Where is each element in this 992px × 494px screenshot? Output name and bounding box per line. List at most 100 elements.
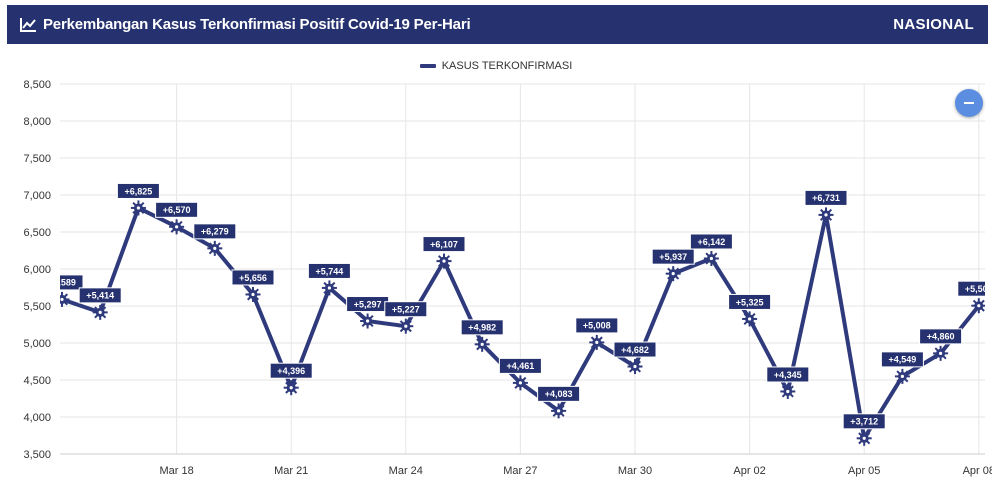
data-label: +3,712 [842,413,886,430]
data-label-box [307,262,351,279]
data-label-text: +6,107 [430,239,458,249]
data-label: +5,297 [346,296,390,313]
data-point-marker [703,250,719,266]
data-label: +5,937 [651,248,695,265]
x-tick-label: Mar 18 [159,465,193,477]
data-label-box [78,287,122,304]
data-label-box [842,413,886,430]
data-point-marker [360,313,376,329]
data-label-box [155,201,199,218]
header-left: Perkembangan Kasus Terkonfirmasi Positif… [19,16,471,33]
data-label: +4,345 [766,366,810,383]
data-point-marker [742,311,758,327]
data-label-box [880,351,924,368]
data-label: +6,825 [116,182,160,199]
x-tick-label: Mar 21 [274,465,308,477]
data-label-box [231,269,275,286]
data-label-text: +4,083 [545,389,573,399]
x-tick-label: Mar 27 [503,465,537,477]
data-label: +5,504 [957,280,992,297]
data-label-box [728,293,772,310]
data-point-marker [474,336,490,352]
data-label: +4,461 [498,357,542,374]
data-label-box [919,328,963,345]
legend-label: KASUS TERKONFIRMASI [441,60,573,72]
data-point-marker [856,430,872,446]
data-label-text: +5,504 [965,284,992,294]
data-point-marker [92,304,108,320]
data-label-text: +4,860 [927,332,955,342]
y-axis: 3,500 4,000 4,500 5,000 5,500 6,000 6,500 7,000… [23,79,51,461]
data-point-marker [60,291,70,307]
data-label-text: +5,227 [392,305,420,315]
data-label-box [498,357,542,374]
data-point-marker [551,403,567,419]
data-point-marker [321,280,337,296]
minus-icon [964,102,974,104]
data-label-text: +6,570 [163,205,191,215]
chart-title: Perkembangan Kasus Terkonfirmasi Positif… [43,16,471,33]
data-label: +5,656 [231,269,275,286]
data-label-text: +5,414 [86,291,114,301]
data-label-text: +6,731 [812,193,840,203]
data-point-marker [971,298,985,314]
data-label-text: +5,008 [583,321,611,331]
data-label-box [193,223,237,240]
series-line: +5,589 +5,414 +6,825 +6,570 +6,279 +5,656 +4,3… [60,182,992,446]
grid-lines [60,83,985,455]
data-point-marker [398,318,414,334]
data-label-text: +5,297 [354,299,382,309]
data-label-text: +6,142 [698,237,726,247]
data-label: +6,107 [422,236,466,253]
data-label: +6,731 [804,189,848,206]
data-label-box [116,182,160,199]
data-label: +5,744 [307,262,351,279]
chart-legend[interactable]: KASUS TERKONFIRMASI [0,60,992,72]
data-label-text: +5,937 [659,252,687,262]
data-point-marker [169,219,185,235]
data-label: +4,982 [460,319,504,336]
data-point-marker [933,345,949,361]
data-label-box [460,319,504,336]
x-tick-label: Apr 02 [733,465,765,477]
scope-badge: NASIONAL [893,16,974,33]
data-label: +6,142 [689,233,733,250]
data-label-box [766,366,810,383]
data-label: +5,008 [575,317,619,334]
data-label-box [537,385,581,402]
data-label: +5,227 [384,301,428,318]
data-label-text: +4,549 [889,355,917,365]
data-point-marker [436,253,452,269]
data-label-text: +6,279 [201,227,229,237]
data-label-box [689,233,733,250]
y-tick-label: 4,500 [23,375,51,387]
chart-header: Perkembangan Kasus Terkonfirmasi Positif… [7,5,988,44]
y-tick-label: 6,000 [23,264,51,276]
data-label-text: +4,682 [621,345,649,355]
y-tick-label: 4,000 [23,412,51,424]
data-point-marker [627,359,643,375]
x-tick-label: Mar 24 [389,465,423,477]
line-chart-icon [20,17,36,32]
data-label-box [613,341,657,358]
y-tick-label: 5,500 [23,301,51,313]
data-point-marker [207,240,223,256]
data-label-text: +4,461 [507,361,535,371]
data-label: +4,860 [919,328,963,345]
data-label: +5,589 [60,274,84,291]
x-axis: Mar 18 Mar 21 Mar 24 Mar 27 Mar 30 Apr 02 Apr … [60,453,992,477]
data-label-text: +5,325 [736,297,764,307]
legend-swatch [419,64,436,68]
zoom-out-button[interactable] [955,89,983,117]
data-point-marker [130,200,146,216]
data-label-box [957,280,985,297]
data-label-box [60,274,84,291]
y-tick-label: 7,500 [23,153,51,165]
data-label-box [575,317,619,334]
x-tick-label: Apr 05 [848,465,880,477]
data-label-text: +3,712 [850,417,878,427]
x-tick-label: Apr 08 [963,465,992,477]
data-label: +5,325 [728,293,772,310]
data-point-marker [665,266,681,282]
